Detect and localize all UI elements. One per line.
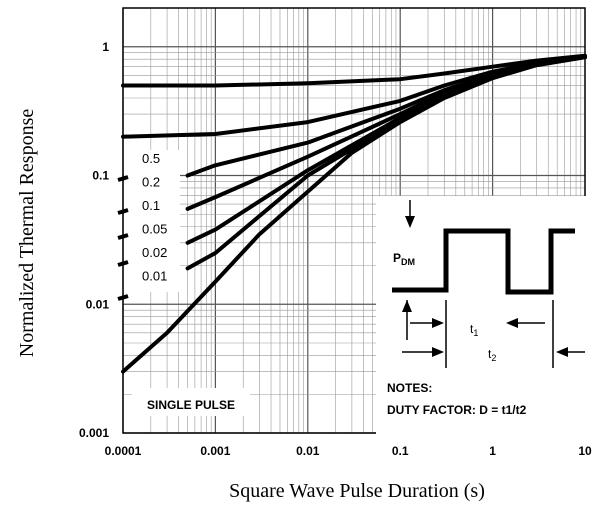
series-label: 0.5 bbox=[142, 151, 160, 166]
series-line-single-pulse bbox=[121, 55, 587, 374]
x-tick-label: 0.1 bbox=[392, 444, 409, 458]
series-labels: 0.5 0.2 0.1 0.05 0.02 0.01 SINGLE PULSE bbox=[117, 150, 250, 416]
series-label: 0.02 bbox=[142, 245, 167, 260]
series-lines bbox=[121, 53, 587, 374]
series-stub-mark bbox=[117, 175, 129, 182]
x-axis-title: Square Wave Pulse Duration (s) bbox=[229, 480, 485, 502]
series-line-0-5 bbox=[121, 53, 587, 88]
notes-title: NOTES: bbox=[387, 381, 432, 395]
inset-t2-left-arrowhead-icon bbox=[432, 347, 444, 357]
inset-pdm-arrow-head-icon bbox=[405, 216, 415, 228]
inset-t1-left-arrowhead-icon bbox=[432, 318, 444, 328]
inset-pdm-label: PDM bbox=[393, 251, 415, 267]
x-tick-label: 0.001 bbox=[200, 444, 230, 458]
inset-pulse-waveform bbox=[392, 228, 575, 295]
y-axis-title: Normalized Thermal Response bbox=[16, 109, 38, 358]
inset-t2-right-arrowhead-icon bbox=[556, 347, 568, 357]
y-tick-label: 0.001 bbox=[79, 426, 109, 440]
single-pulse-label: SINGLE PULSE bbox=[147, 398, 235, 412]
series-label: 0.01 bbox=[142, 269, 167, 284]
series-stub-mark bbox=[117, 260, 129, 267]
x-tick-label: 10 bbox=[578, 444, 592, 458]
series-label-panel bbox=[124, 150, 180, 292]
series-stub-mark bbox=[117, 233, 129, 240]
series-label: 0.1 bbox=[142, 198, 160, 213]
y-tick-label: 0.01 bbox=[86, 297, 110, 311]
series-stub-mark bbox=[117, 208, 129, 215]
inset-t1-right-arrowhead-icon bbox=[506, 318, 518, 328]
x-tick-label: 0.01 bbox=[296, 444, 320, 458]
x-tick-label: 0.0001 bbox=[105, 444, 142, 458]
x-tick-label: 1 bbox=[489, 444, 496, 458]
y-tick-label: 0.1 bbox=[92, 169, 109, 183]
y-tick-label: 1 bbox=[102, 40, 109, 54]
tick-labels: 0.0001 0.001 0.01 0.1 1 10 0.001 0.01 0.1 1 bbox=[79, 40, 592, 458]
single-pulse-label-bg bbox=[132, 388, 250, 416]
notes-text: DUTY FACTOR: D = t1/t2 bbox=[387, 403, 527, 417]
series-label: 0.05 bbox=[142, 222, 167, 237]
inset-t1-label: t1 bbox=[470, 322, 478, 338]
duty-cycle-inset: PDM t1 t2 NOTES: DUTY FACTOR: D = t1/t2 bbox=[376, 196, 589, 434]
inset-t2-label: t2 bbox=[488, 347, 496, 363]
inset-up-arrow-icon bbox=[402, 300, 412, 312]
series-line-0-1 bbox=[185, 54, 587, 178]
series-stub-mark bbox=[117, 294, 129, 301]
series-label: 0.2 bbox=[142, 175, 160, 190]
